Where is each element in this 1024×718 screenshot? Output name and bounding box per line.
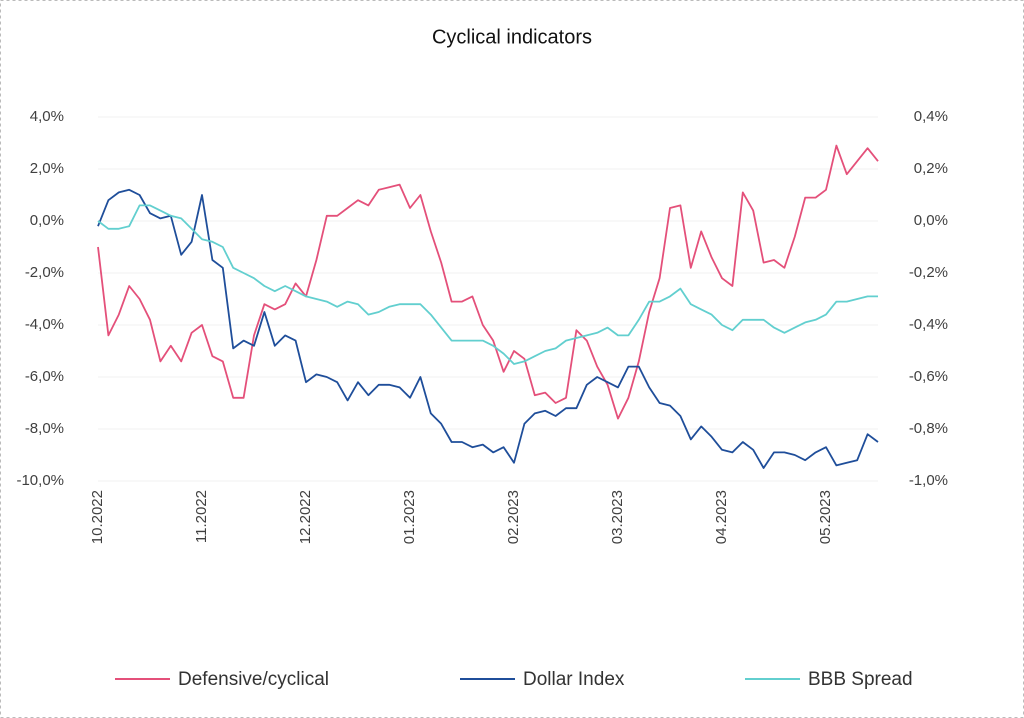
x-tick-label: 03.2023 — [609, 490, 626, 544]
y-tick-label: 0,0% — [30, 212, 64, 229]
y2-tick-label: -0,4% — [909, 316, 948, 333]
y-tick-label: 4,0% — [30, 108, 64, 125]
y2-tick-label: -0,6% — [909, 368, 948, 385]
legend-label: BBB Spread — [808, 669, 913, 690]
series-line — [97, 144, 879, 420]
y-tick-label: -2,0% — [25, 264, 64, 281]
y2-tick-label: -0,8% — [909, 420, 948, 437]
x-tick-label: 04.2023 — [713, 490, 730, 544]
legend-label: Dollar Index — [523, 669, 625, 690]
legend-label: Defensive/cyclical — [178, 669, 329, 690]
x-tick-label: 10.2022 — [89, 490, 106, 544]
y-tick-label: -4,0% — [25, 316, 64, 333]
x-tick-label: 12.2022 — [297, 490, 314, 544]
x-tick-label: 05.2023 — [817, 490, 834, 544]
x-tick-label: 01.2023 — [401, 490, 418, 544]
y-tick-label: 2,0% — [30, 160, 64, 177]
y-tick-label: -6,0% — [25, 368, 64, 385]
y2-tick-label: 0,2% — [914, 160, 948, 177]
y2-tick-label: -1,0% — [909, 472, 948, 489]
y2-tick-label: 0,0% — [914, 212, 948, 229]
series-line — [97, 188, 879, 469]
x-tick-label: 02.2023 — [505, 490, 522, 544]
y2-tick-label: -0,2% — [909, 264, 948, 281]
y-tick-label: -10,0% — [16, 472, 64, 489]
x-tick-label: 11.2022 — [193, 490, 210, 543]
chart-title: Cyclical indicators — [432, 26, 592, 48]
series-line — [97, 204, 878, 365]
y-tick-label: -8,0% — [25, 420, 64, 437]
y2-tick-label: 0,4% — [914, 108, 948, 125]
